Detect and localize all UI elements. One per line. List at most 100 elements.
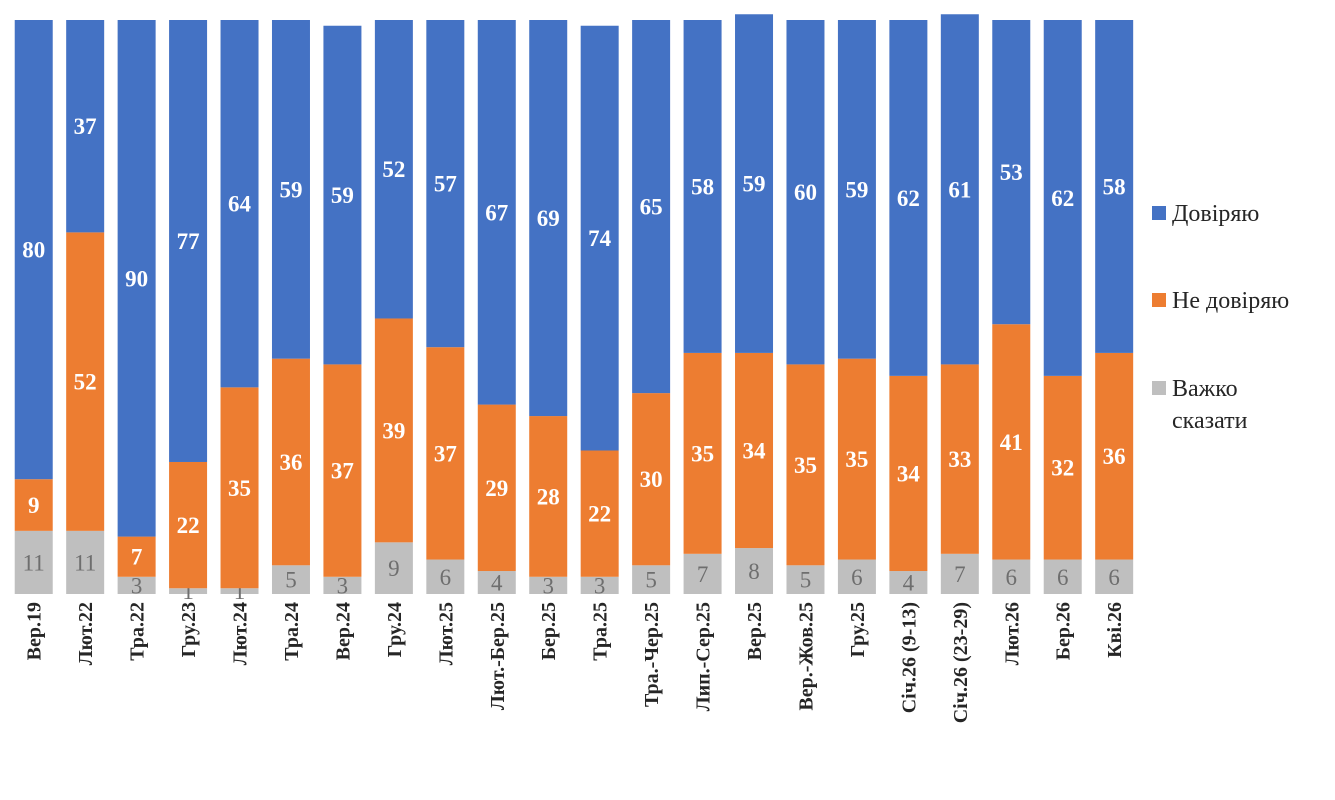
bar-trust — [889, 20, 928, 376]
x-tick-label: Лют.26 — [1001, 602, 1023, 665]
legend-item-hard-to-say: Важко сказати — [1152, 373, 1272, 437]
data-label-hard-to-say: 3 — [337, 573, 349, 598]
bar-distrust — [940, 364, 979, 554]
x-tick-label: Лют.-Бер.25 — [487, 602, 509, 710]
x-tick-label: Лип.-Сер.25 — [693, 602, 715, 711]
data-label-hard-to-say: 1 — [182, 579, 194, 604]
data-label-trust: 62 — [1051, 186, 1074, 211]
bar-trust — [529, 20, 568, 417]
data-label-distrust: 41 — [1000, 430, 1023, 455]
data-label-trust: 62 — [897, 186, 920, 211]
data-label-distrust: 28 — [537, 484, 560, 509]
data-label-hard-to-say: 6 — [1108, 565, 1120, 590]
bar-hard-to-say — [580, 576, 619, 594]
data-label-distrust: 22 — [177, 513, 200, 538]
x-tick-label: Гру.25 — [847, 602, 869, 657]
legend-label-hard-to-say: Важко сказати — [1172, 376, 1248, 434]
data-label-distrust: 35 — [794, 453, 817, 478]
data-label-trust: 74 — [588, 226, 612, 251]
data-label-trust: 67 — [485, 200, 508, 225]
bar-trust — [580, 25, 619, 451]
x-tick-label: Вер.19 — [24, 602, 46, 660]
bar-distrust — [580, 450, 619, 577]
data-label-distrust: 34 — [897, 461, 921, 486]
bar-hard-to-say — [940, 553, 979, 594]
bar-trust — [323, 25, 362, 365]
x-tick-label: Вер.25 — [744, 602, 766, 660]
x-tick-label: Гру.24 — [384, 602, 406, 657]
bar-trust — [786, 20, 825, 365]
bar-distrust — [169, 461, 208, 589]
bar-trust — [735, 14, 774, 353]
legend-swatch-hard-to-say — [1152, 381, 1166, 395]
data-label-distrust: 37 — [331, 459, 354, 484]
bar-distrust — [632, 393, 671, 566]
bar-trust — [117, 20, 156, 537]
bar-hard-to-say — [529, 576, 568, 594]
bar-hard-to-say — [1095, 559, 1134, 594]
bar-trust — [426, 20, 465, 348]
data-label-distrust: 7 — [131, 545, 143, 570]
data-label-distrust: 33 — [948, 447, 971, 472]
x-tick-label: Бер.26 — [1053, 602, 1075, 660]
data-label-trust: 37 — [74, 114, 97, 139]
bar-distrust — [66, 232, 105, 531]
x-tick-label: Бер.25 — [538, 602, 560, 660]
x-tick-label: Тра.22 — [127, 602, 149, 661]
bar-hard-to-say — [169, 588, 208, 594]
bar-distrust — [992, 324, 1031, 560]
bar-trust — [66, 20, 105, 233]
bar-distrust — [220, 387, 259, 589]
bar-hard-to-say — [117, 576, 156, 594]
bar-trust — [271, 20, 310, 359]
bar-hard-to-say — [477, 571, 516, 594]
bar-distrust — [1043, 375, 1082, 560]
data-label-hard-to-say: 1 — [234, 579, 246, 604]
data-label-hard-to-say: 5 — [800, 568, 812, 593]
bar-hard-to-say — [735, 548, 774, 594]
bar-distrust — [529, 416, 568, 577]
data-label-hard-to-say: 11 — [74, 550, 96, 575]
data-label-distrust: 35 — [845, 447, 868, 472]
bar-trust — [683, 20, 722, 353]
data-label-distrust: 34 — [743, 439, 767, 464]
legend-swatch-trust — [1152, 206, 1166, 220]
data-label-trust: 57 — [434, 172, 457, 197]
data-label-trust: 77 — [177, 229, 200, 254]
data-label-trust: 90 — [125, 266, 148, 291]
data-label-distrust: 35 — [228, 476, 251, 501]
bar-trust — [940, 14, 979, 365]
bar-hard-to-say — [374, 542, 413, 594]
bar-distrust — [1095, 352, 1134, 560]
data-label-distrust: 35 — [691, 441, 714, 466]
data-label-hard-to-say: 4 — [491, 571, 503, 596]
data-label-distrust: 36 — [279, 450, 302, 475]
data-label-hard-to-say: 8 — [748, 559, 760, 584]
data-label-distrust: 22 — [588, 502, 611, 527]
bar-hard-to-say — [220, 588, 259, 594]
data-label-distrust: 29 — [485, 476, 508, 501]
data-label-trust: 69 — [537, 206, 560, 231]
bar-distrust — [426, 347, 465, 560]
legend-item-trust: Довіряю — [1152, 198, 1259, 230]
legend-swatch-distrust — [1152, 293, 1166, 307]
legend-label-trust: Довіряю — [1172, 201, 1260, 227]
data-label-hard-to-say: 3 — [542, 573, 554, 598]
bar-hard-to-say — [323, 576, 362, 594]
data-label-hard-to-say: 6 — [440, 565, 452, 590]
bar-distrust — [477, 404, 516, 572]
bar-distrust — [323, 364, 362, 577]
data-label-trust: 59 — [279, 177, 302, 202]
data-label-hard-to-say: 11 — [23, 550, 45, 575]
bar-hard-to-say — [786, 565, 825, 594]
bar-hard-to-say — [1043, 559, 1082, 594]
bar-hard-to-say — [992, 559, 1031, 594]
bar-hard-to-say — [66, 530, 105, 594]
bar-distrust — [117, 536, 156, 577]
bar-trust — [837, 20, 876, 359]
bar-distrust — [14, 479, 53, 531]
bar-distrust — [889, 375, 928, 572]
data-label-hard-to-say: 3 — [131, 573, 143, 598]
bar-trust — [632, 20, 671, 394]
